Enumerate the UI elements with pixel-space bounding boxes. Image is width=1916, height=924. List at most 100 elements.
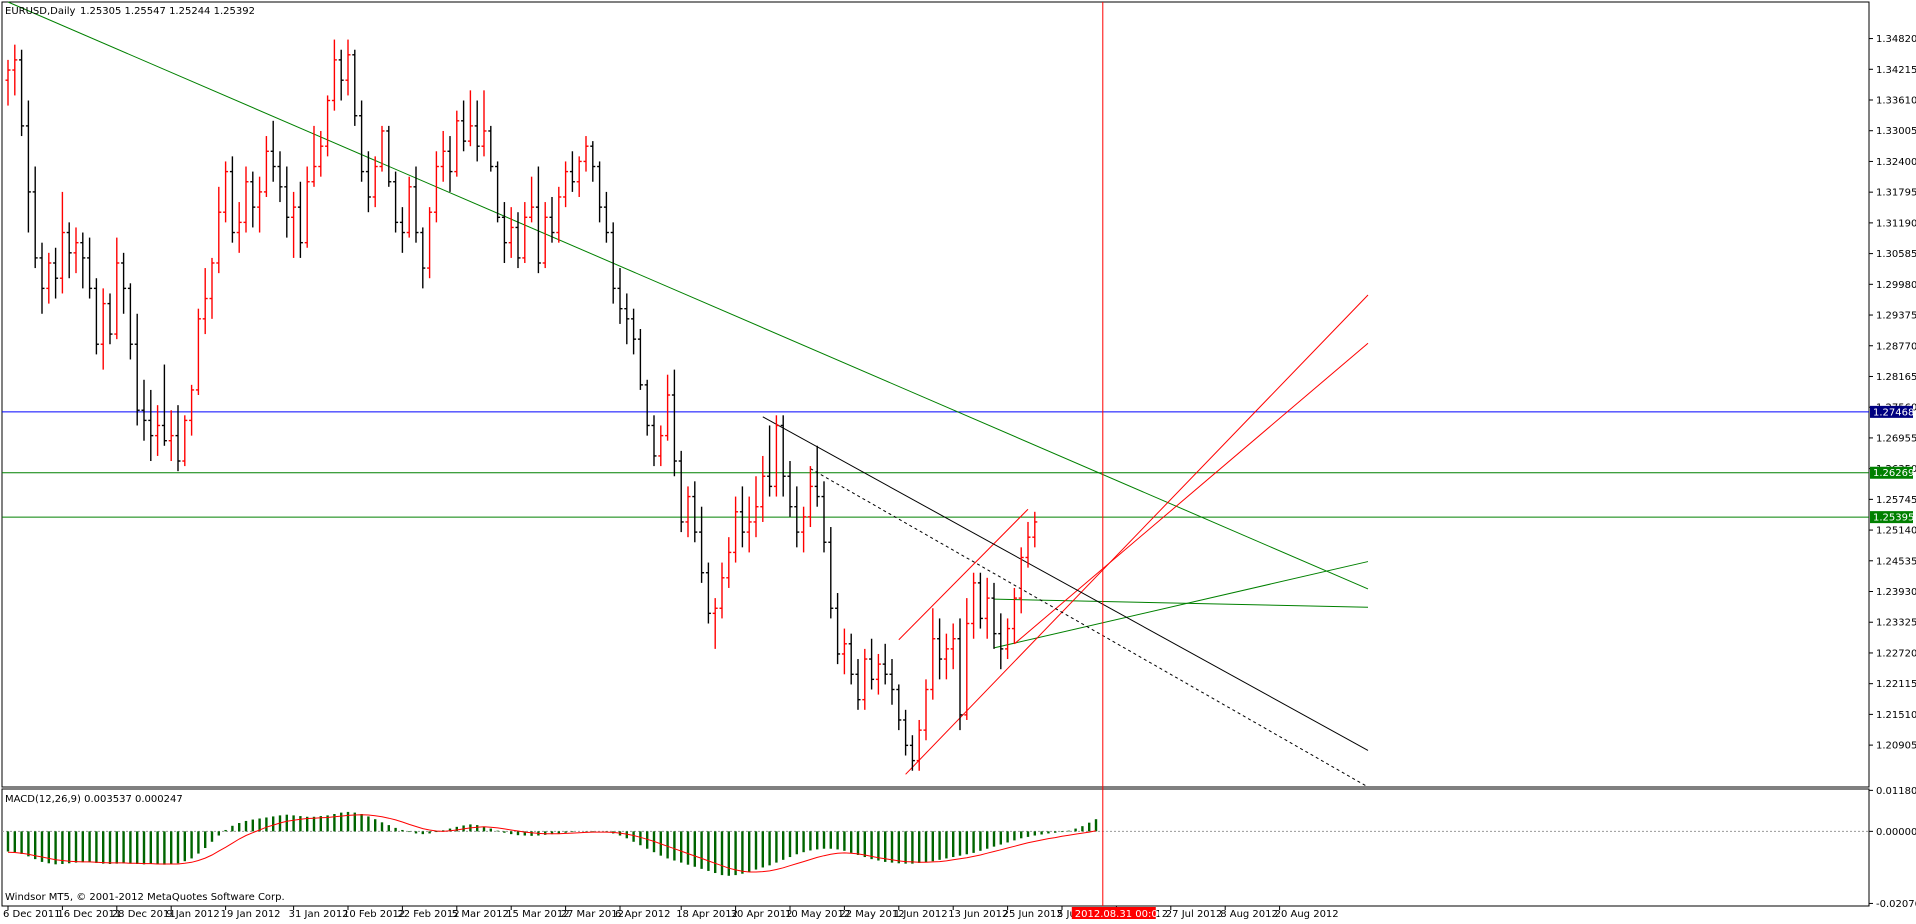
- y-axis-label: 1.33610: [1876, 95, 1916, 106]
- ohlc-bar: [794, 486, 800, 548]
- x-axis-label: 5 Mar 2012: [452, 909, 509, 920]
- ohlc-bar: [399, 207, 405, 253]
- ohlc-bar: [236, 202, 242, 253]
- ohlc-bar: [923, 679, 929, 741]
- macd-signal-line: [7, 814, 1097, 873]
- ohlc-bar: [597, 161, 603, 223]
- ohlc-bar: [855, 659, 861, 710]
- y-axis-label: 1.34215: [1876, 65, 1916, 76]
- ohlc-bar: [964, 598, 970, 720]
- ohlc-bar: [1025, 521, 1031, 568]
- ohlc-bar: [869, 638, 875, 690]
- ohlc-bar: [270, 120, 276, 182]
- ohlc-bar: [916, 719, 922, 771]
- ohlc-bar: [331, 39, 337, 111]
- x-axis-label: 6 Dec 2011: [3, 909, 61, 920]
- x-axis-label: 13 Jun 2012: [948, 909, 1008, 920]
- ohlc-bar: [134, 313, 140, 426]
- ohlc-bar: [903, 709, 909, 756]
- ohlc-bar: [631, 308, 637, 355]
- ohlc-bar: [712, 598, 718, 649]
- ohlc-bar: [909, 735, 915, 771]
- y-axis-label: 1.26955: [1876, 433, 1916, 444]
- ohlc-bar: [141, 379, 147, 441]
- ohlc-bar: [39, 242, 45, 314]
- ohlc-bar: [828, 527, 834, 619]
- ohlc-bar: [760, 455, 766, 522]
- vertical-line-date-tag: [1071, 907, 1156, 919]
- ohlc-bar: [739, 486, 745, 548]
- macd-y-axis-label: -0.020760: [1876, 899, 1916, 910]
- price-tag-label: 1.27468: [1873, 407, 1914, 418]
- ohlc-bar: [495, 161, 501, 223]
- ohlc-bar: [998, 613, 1004, 670]
- ohlc-bar: [12, 44, 18, 96]
- y-axis-label: 1.22115: [1876, 679, 1916, 690]
- ohlc-bar: [257, 176, 263, 233]
- ohlc-bar: [767, 425, 773, 497]
- y-axis-label: 1.28165: [1876, 372, 1916, 383]
- ohlc-bar: [508, 207, 514, 258]
- ohlc-bar: [73, 227, 79, 274]
- y-axis-label: 1.25140: [1876, 526, 1916, 537]
- ohlc-bar: [692, 481, 698, 543]
- y-axis-label: 1.31795: [1876, 188, 1916, 199]
- ohlc-bar: [726, 537, 732, 588]
- ohlc-bar: [80, 232, 86, 289]
- y-axis-label: 1.33005: [1876, 126, 1916, 137]
- x-axis-label: 16 Dec 2011: [57, 909, 121, 920]
- ohlc-bar: [32, 166, 38, 269]
- ohlc-bar: [685, 486, 691, 538]
- ohlc-bar: [148, 389, 154, 462]
- ohlc-bar: [671, 369, 677, 477]
- ohlc-bar: [658, 425, 664, 467]
- ohlc-bar: [365, 151, 371, 213]
- y-axis-label: 1.20905: [1876, 741, 1916, 752]
- ohlc-bar: [821, 481, 827, 553]
- trendline: [905, 294, 1369, 775]
- ohlc-bar: [100, 288, 106, 370]
- chart-header-symbol: EURUSD,Daily: [5, 6, 76, 17]
- macd-y-axis-label: 0.011808: [1876, 786, 1916, 797]
- x-axis-label: 22 May 2012: [839, 909, 904, 920]
- ohlc-bar: [250, 171, 256, 228]
- ohlc-bar: [277, 151, 283, 203]
- ohlc-bar: [569, 151, 575, 192]
- ohlc-bar: [801, 506, 807, 553]
- x-axis-label: 18 Apr 2012: [676, 909, 738, 920]
- ohlc-bar: [773, 415, 779, 497]
- x-axis-label: 20 Aug 2012: [1275, 909, 1339, 920]
- ohlc-bar: [984, 577, 990, 639]
- ohlc-bar: [155, 405, 161, 456]
- ohlc-bar: [699, 506, 705, 583]
- ohlc-bar: [5, 59, 11, 106]
- ohlc-bar: [835, 593, 841, 665]
- price-tag-label: 1.25395: [1873, 513, 1914, 524]
- ohlc-bar: [352, 49, 358, 126]
- ohlc-bar: [651, 415, 657, 467]
- macd-y-axis-label: 0.000000: [1876, 827, 1916, 838]
- macd-header: MACD(12,26,9) 0.003537 0.000247: [5, 794, 183, 805]
- y-axis-label: 1.30585: [1876, 249, 1916, 260]
- ohlc-bar: [780, 415, 786, 497]
- ohlc-bar: [223, 161, 229, 223]
- ohlc-bar: [930, 608, 936, 700]
- ohlc-bar: [807, 466, 813, 528]
- ohlc-bar: [25, 100, 31, 233]
- x-axis-label: 30 Apr 2012: [731, 909, 793, 920]
- ohlc-bar: [427, 207, 433, 279]
- trendline: [762, 416, 1369, 751]
- ohlc-bar: [481, 90, 487, 157]
- y-axis-label: 1.34820: [1876, 34, 1916, 45]
- ohlc-bar: [603, 191, 609, 243]
- ohlc-bar: [161, 364, 167, 446]
- trendline: [1014, 342, 1369, 645]
- trendline: [7, 1, 1369, 590]
- vertical-line-date-label: 2012.08.31 00:00: [1075, 909, 1164, 920]
- y-axis-label: 1.21510: [1876, 710, 1916, 721]
- chart-header-ohlc: 1.25305 1.25547 1.25244 1.25392: [80, 6, 255, 17]
- ohlc-bar: [440, 130, 446, 182]
- ohlc-bar: [393, 171, 399, 233]
